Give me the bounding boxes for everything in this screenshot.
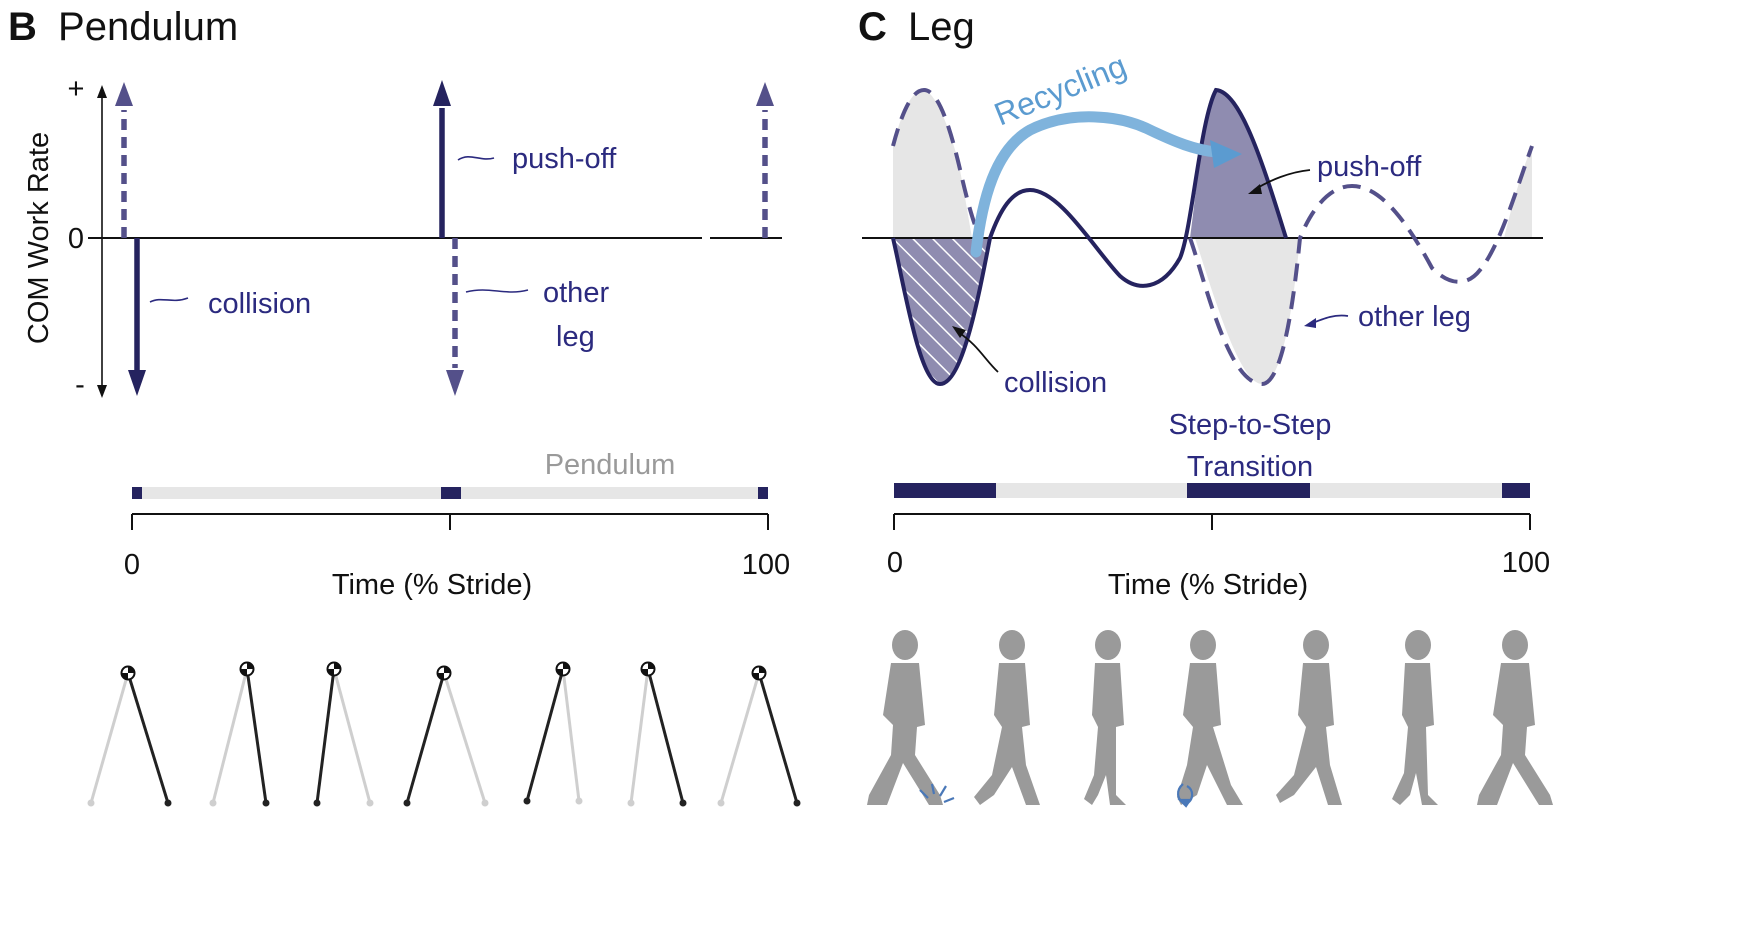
x-tick-100-c: 100	[1502, 547, 1550, 579]
leader-other-leg-b	[465, 289, 529, 293]
label-other-leg-c: other leg	[1358, 301, 1471, 333]
leader-collision-b	[149, 297, 189, 303]
pushoff-rotation-icon	[1177, 783, 1194, 808]
impulse-push-off-up	[433, 80, 451, 238]
panel-c: C Leg Recycling push-off collision other…	[858, 5, 1553, 808]
timeline-label-pendulum: Pendulum	[545, 449, 676, 481]
panel-b: B Pendulum + 0 - COM Work Rate	[8, 5, 801, 807]
panel-c-x-axis: 0 100 Time (% Stride)	[887, 513, 1550, 601]
pendulum-walker-icon	[87, 665, 172, 807]
leader-push-off-b	[457, 156, 495, 161]
panel-c-timeline-bar	[894, 483, 1530, 498]
label-transition-1: Step-to-Step	[1169, 409, 1332, 441]
svg-text:C Leg: C Leg	[858, 5, 975, 49]
human-walker-icon	[1392, 630, 1438, 805]
human-walker-icon	[1477, 630, 1553, 805]
leader-collision-c-head	[952, 326, 966, 338]
label-push-off-b: push-off	[512, 143, 617, 175]
impulse-other-leg-up-end	[756, 82, 774, 238]
other-leg-curve	[891, 87, 1534, 387]
other-leg-shade-end	[1504, 146, 1532, 238]
leader-collision-c	[957, 331, 999, 373]
push-off-filled-area	[1190, 90, 1286, 238]
label-transition-2: Transition	[1187, 451, 1313, 483]
leg-work-curve	[891, 87, 1288, 387]
label-push-off-c: push-off	[1317, 151, 1422, 183]
human-walker-icon	[1084, 630, 1126, 805]
human-walker-icons	[867, 630, 1553, 805]
panel-b-x-axis: 0 100 Time (% Stride)	[124, 513, 790, 601]
pendulum-walker-icon	[523, 661, 583, 805]
pendulum-walker-icon	[209, 661, 270, 807]
pendulum-walker-icons	[87, 661, 801, 807]
svg-text:B Pendulum: B Pendulum	[8, 5, 238, 49]
leader-push-off-c-head	[1248, 184, 1262, 194]
impulse-other-leg-down	[446, 238, 464, 396]
y-plus-label: +	[68, 73, 85, 105]
y-minus-label: -	[75, 369, 85, 401]
label-other-leg-b-2: leg	[556, 321, 595, 353]
human-walker-icon	[1177, 630, 1243, 805]
label-other-leg-b-1: other	[543, 277, 609, 309]
panel-b-letter: B	[8, 5, 37, 49]
other-leg-shade-middle	[1195, 238, 1300, 384]
panel-b-title: Pendulum	[58, 5, 238, 49]
recycling-arrow	[970, 111, 1242, 258]
pendulum-walker-icon	[717, 665, 801, 807]
x-tick-0-c: 0	[887, 547, 903, 579]
pendulum-walker-icon	[403, 665, 489, 807]
y-zero-label: 0	[68, 223, 84, 255]
panel-c-title: Leg	[908, 5, 975, 49]
human-walker-icon	[867, 630, 943, 805]
panel-b-y-axis: + 0 - COM Work Rate	[23, 73, 107, 401]
x-tick-0-b: 0	[124, 549, 140, 581]
impulse-collision-down	[128, 238, 146, 396]
x-tick-100-b: 100	[742, 549, 790, 581]
impulse-other-leg-up-start	[115, 82, 133, 238]
human-walker-icon	[1276, 630, 1342, 805]
panel-b-timeline-bar	[132, 487, 768, 499]
pendulum-walker-icon	[313, 661, 374, 807]
x-axis-title-c: Time (% Stride)	[1108, 569, 1308, 601]
panel-c-letter: C	[858, 5, 887, 49]
impact-burst-icon	[919, 783, 955, 804]
y-axis-title: COM Work Rate	[23, 132, 55, 344]
x-axis-title-b: Time (% Stride)	[332, 569, 532, 601]
leader-other-leg-c-head	[1304, 318, 1316, 328]
pendulum-walker-icon	[627, 661, 687, 807]
human-walker-icon	[974, 630, 1040, 805]
label-collision-b: collision	[208, 288, 311, 320]
other-leg-shade-start	[893, 90, 972, 238]
label-collision-c: collision	[1004, 367, 1107, 399]
